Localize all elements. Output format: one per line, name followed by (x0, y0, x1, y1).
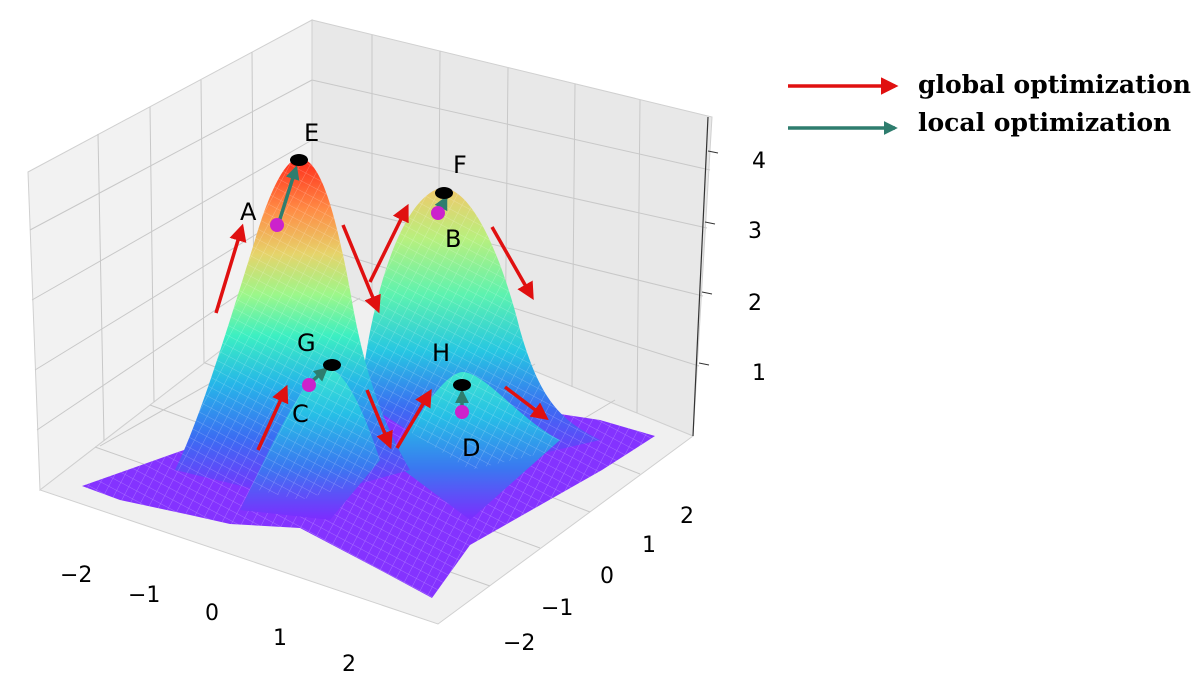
global-arrow (503, 385, 549, 421)
z-axis: 1 2 3 4 (692, 116, 766, 437)
y-tick: 2 (680, 504, 694, 529)
point-label-g: G (297, 329, 316, 357)
x-tick: −1 (128, 583, 160, 608)
y-tick: −1 (541, 596, 573, 621)
x-axis-ticks: −2 −1 0 1 2 (60, 563, 356, 677)
point-h-marker (453, 379, 471, 391)
point-g-marker (323, 359, 341, 371)
local-arrow (277, 165, 300, 223)
end-points (290, 154, 471, 391)
x-tick: 0 (205, 601, 219, 626)
global-arrow (490, 226, 534, 301)
global-arrow (256, 384, 289, 451)
point-label-a: A (240, 198, 257, 226)
point-b-marker (431, 206, 445, 220)
z-tick: 3 (748, 219, 762, 244)
legend-global-label: global optimization (918, 70, 1191, 99)
global-arrow (395, 388, 432, 449)
y-tick: 0 (600, 564, 614, 589)
point-label-d: D (462, 434, 480, 462)
x-tick: 2 (342, 652, 356, 677)
point-a-marker (270, 218, 284, 232)
point-c-marker (302, 378, 316, 392)
surface-plot (82, 158, 655, 598)
point-d-marker (455, 405, 469, 419)
point-e-marker (290, 154, 308, 166)
z-tick: 1 (752, 361, 766, 386)
y-axis-ticks: −2 −1 0 1 2 (503, 504, 694, 656)
x-tick: 1 (273, 626, 287, 651)
point-label-c: C (292, 400, 309, 428)
point-label-h: H (432, 339, 450, 367)
peaks-mesh (175, 158, 600, 500)
global-arrows (214, 203, 549, 451)
point-labels: E A F B G C H D (240, 119, 480, 462)
point-label-e: E (304, 119, 319, 147)
x-tick: −2 (60, 563, 92, 588)
global-arrow (214, 223, 247, 314)
y-tick: −2 (503, 631, 535, 656)
z-tick: 2 (748, 291, 762, 316)
global-arrow (368, 203, 409, 283)
legend: global optimization local optimization (788, 70, 1191, 137)
z-tick: 4 (752, 149, 766, 174)
legend-local-label: local optimization (918, 108, 1171, 137)
start-points (270, 206, 469, 419)
global-arrow (365, 389, 393, 450)
point-label-b: B (445, 225, 461, 253)
y-tick: 1 (642, 533, 656, 558)
global-arrow (341, 224, 381, 314)
point-label-f: F (453, 151, 467, 179)
point-f-marker (435, 187, 453, 199)
